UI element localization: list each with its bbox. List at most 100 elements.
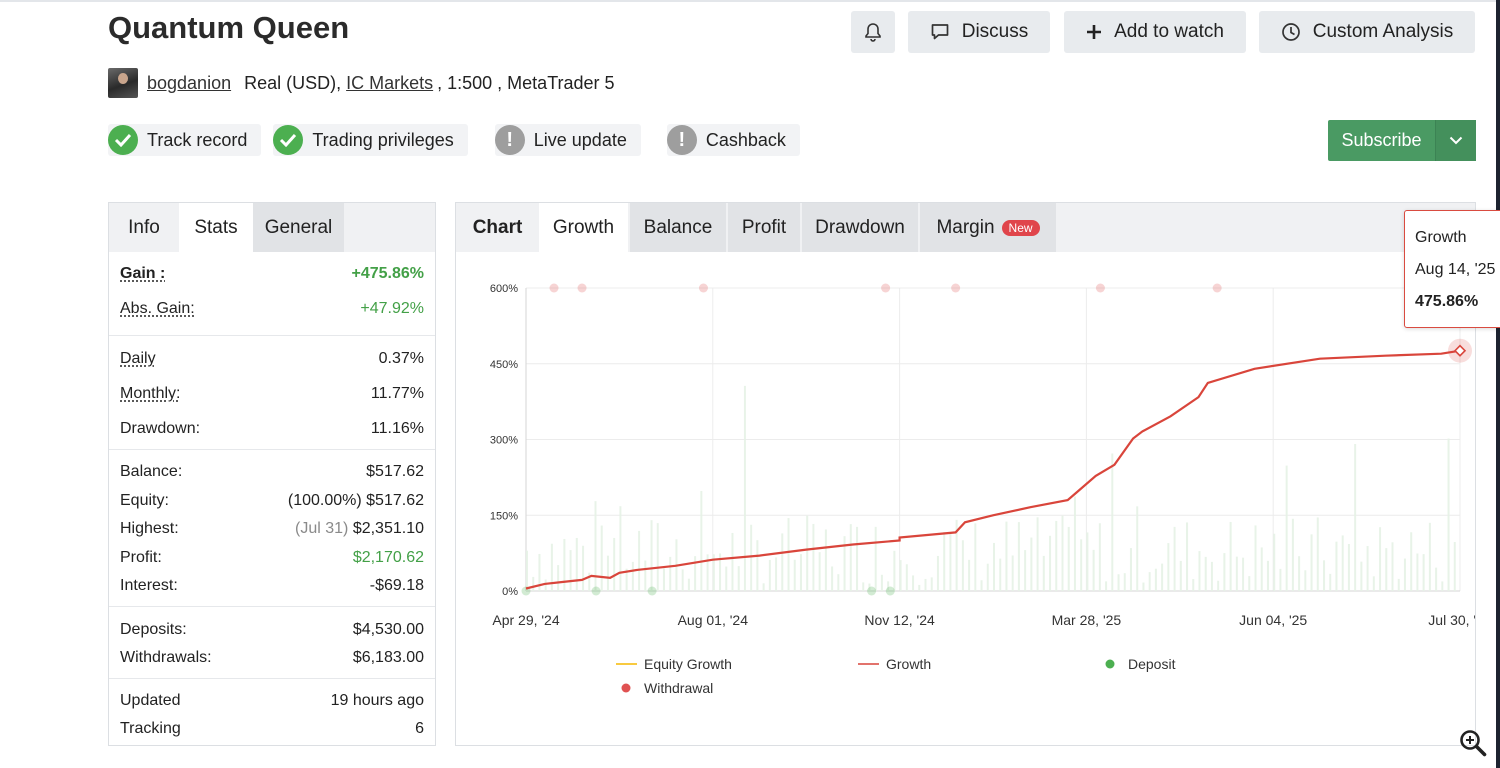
stat-label: Profit: bbox=[120, 549, 162, 567]
volume-bar bbox=[1292, 519, 1294, 591]
volume-bar bbox=[557, 565, 559, 591]
stats-panel: Info Stats General Gain : +475.86% Abs. … bbox=[108, 202, 436, 746]
stat-value: +475.86% bbox=[351, 265, 424, 283]
badge-cashback[interactable]: ! Cashback bbox=[667, 124, 800, 156]
volume-bar bbox=[1273, 534, 1275, 591]
subscribe-button[interactable]: Subscribe bbox=[1328, 120, 1435, 161]
top-border bbox=[0, 0, 1496, 2]
subscribe-dropdown[interactable] bbox=[1435, 120, 1476, 161]
withdrawal-marker bbox=[1096, 284, 1105, 293]
volume-bar bbox=[688, 579, 690, 591]
custom-analysis-label: Custom Analysis bbox=[1313, 21, 1453, 43]
stat-label[interactable]: Daily bbox=[120, 350, 156, 368]
volume-bar bbox=[1286, 466, 1288, 591]
volume-bar bbox=[1379, 527, 1381, 591]
tab-drawdown[interactable]: Drawdown bbox=[802, 203, 918, 252]
volume-bar bbox=[999, 559, 1001, 591]
volume-bar bbox=[1130, 548, 1132, 591]
volume-bar bbox=[638, 531, 640, 591]
y-tick-label: 150% bbox=[490, 510, 518, 522]
check-icon bbox=[108, 125, 138, 155]
stat-equity: Equity: (100.00%) $517.62 bbox=[120, 492, 424, 510]
page-title: Quantum Queen bbox=[108, 10, 349, 46]
volume-bar bbox=[663, 568, 665, 591]
volume-bar bbox=[1105, 581, 1107, 591]
badge-trading-privileges[interactable]: Trading privileges bbox=[273, 124, 467, 156]
volume-bar bbox=[1205, 557, 1207, 591]
volume-bar bbox=[1174, 527, 1176, 591]
stat-value: $6,183.00 bbox=[353, 649, 424, 667]
volume-bar bbox=[1186, 522, 1188, 591]
account-meta: bogdanion Real (USD), IC Markets , 1:500… bbox=[108, 68, 615, 98]
stat-label[interactable]: Gain : bbox=[120, 265, 165, 283]
chart-active-point bbox=[1448, 339, 1472, 363]
add-to-watch-label: Add to watch bbox=[1114, 21, 1224, 43]
stat-value: 11.77% bbox=[371, 385, 424, 403]
volume-bar bbox=[1317, 517, 1319, 591]
discuss-button[interactable]: Discuss bbox=[908, 11, 1050, 53]
volume-bar bbox=[1255, 525, 1257, 591]
volume-bar bbox=[943, 532, 945, 591]
author-link[interactable]: bogdanion bbox=[147, 73, 231, 94]
volume-bar bbox=[644, 560, 646, 591]
volume-bar bbox=[1261, 547, 1263, 591]
stat-label: Deposits: bbox=[120, 621, 187, 639]
custom-analysis-button[interactable]: Custom Analysis bbox=[1259, 11, 1475, 53]
volume-bar bbox=[862, 582, 864, 591]
broker-link[interactable]: IC Markets bbox=[346, 73, 433, 94]
chart-volume-bars bbox=[526, 386, 1456, 591]
volume-bar bbox=[1099, 523, 1101, 591]
stat-label[interactable]: Abs. Gain: bbox=[120, 300, 195, 318]
volume-bar bbox=[900, 560, 902, 591]
tab-growth[interactable]: Growth bbox=[539, 203, 628, 252]
volume-bar bbox=[1124, 573, 1126, 591]
volume-bar bbox=[682, 569, 684, 591]
divider bbox=[109, 449, 435, 450]
volume-bar bbox=[1198, 551, 1200, 591]
volume-bar bbox=[1441, 581, 1443, 591]
tab-general[interactable]: General bbox=[253, 203, 344, 252]
badge-list: Track record Trading privileges ! Live u… bbox=[108, 124, 800, 156]
stat-label[interactable]: Monthly: bbox=[120, 385, 180, 403]
volume-bar bbox=[1161, 564, 1163, 591]
volume-bar bbox=[1410, 532, 1412, 591]
zoom-icon[interactable] bbox=[1458, 728, 1488, 758]
tab-info[interactable]: Info bbox=[109, 203, 179, 252]
volume-bar bbox=[1423, 554, 1425, 591]
withdrawal-marker bbox=[699, 284, 708, 293]
badge-track-record[interactable]: Track record bbox=[108, 124, 261, 156]
volume-bar bbox=[1037, 517, 1039, 591]
volume-bar bbox=[1342, 535, 1344, 591]
stat-monthly: Monthly: 11.77% bbox=[120, 385, 424, 403]
stat-label: Updated bbox=[120, 692, 181, 710]
volume-bar bbox=[744, 386, 746, 591]
tab-balance[interactable]: Balance bbox=[630, 203, 726, 252]
volume-bar bbox=[619, 506, 621, 591]
volume-bar bbox=[657, 523, 659, 591]
volume-bar bbox=[731, 533, 733, 591]
add-to-watch-button[interactable]: Add to watch bbox=[1064, 11, 1246, 53]
volume-bar bbox=[1304, 570, 1306, 591]
volume-bar bbox=[1354, 444, 1356, 591]
volume-bar bbox=[700, 491, 702, 591]
tab-profit[interactable]: Profit bbox=[728, 203, 800, 252]
stat-value: 0.37% bbox=[379, 350, 424, 368]
tab-stats[interactable]: Stats bbox=[179, 203, 253, 252]
avatar[interactable] bbox=[108, 68, 138, 98]
notify-button[interactable] bbox=[851, 11, 895, 53]
volume-bar bbox=[912, 575, 914, 591]
badge-label: Cashback bbox=[706, 130, 786, 151]
x-tick-label: Apr 29, '24 bbox=[492, 612, 559, 628]
volume-bar bbox=[812, 524, 814, 591]
volume-bar bbox=[594, 501, 596, 591]
stat-label: Drawdown: bbox=[120, 420, 200, 438]
volume-bar bbox=[918, 585, 920, 591]
volume-bar bbox=[1136, 506, 1138, 591]
bell-icon bbox=[864, 22, 882, 42]
stat-value: 19 hours ago bbox=[331, 692, 424, 710]
x-tick-label: Mar 28, '25 bbox=[1052, 612, 1122, 628]
volume-bar bbox=[1024, 550, 1026, 591]
volume-bar bbox=[1360, 562, 1362, 591]
badge-live-update[interactable]: ! Live update bbox=[495, 124, 641, 156]
tab-margin[interactable]: Margin New bbox=[920, 203, 1056, 252]
